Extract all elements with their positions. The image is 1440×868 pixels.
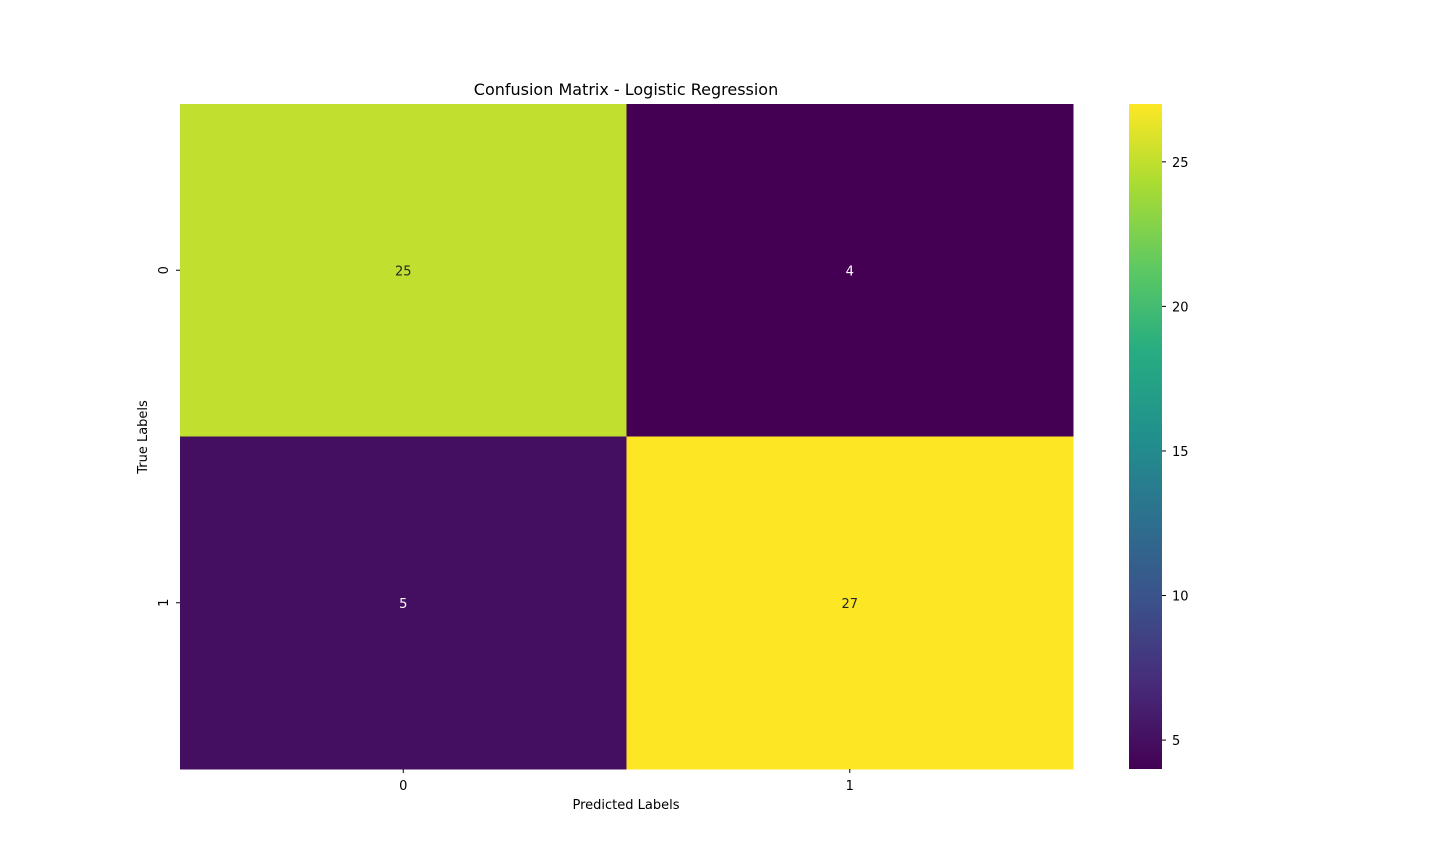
cell-value-label-0-0: 25 bbox=[395, 264, 412, 279]
y-axis-title: True Labels bbox=[136, 400, 151, 475]
y-axis: 01 bbox=[157, 266, 180, 607]
heatmap-cells: 25 4 5 27 bbox=[180, 104, 1074, 770]
cell-value-label-0-1: 4 bbox=[846, 264, 854, 279]
colorbar-tick-label: 10 bbox=[1172, 590, 1189, 605]
y-tick-label: 1 bbox=[157, 599, 172, 607]
cell-value-label-1-0: 5 bbox=[399, 597, 407, 612]
x-axis-title: Predicted Labels bbox=[572, 798, 679, 813]
heatmap-cell-0-0 bbox=[180, 104, 627, 437]
heatmap-cell-0-1 bbox=[626, 104, 1074, 437]
heatmap-cell-1-0 bbox=[180, 436, 627, 770]
colorbar-tick-label: 25 bbox=[1172, 156, 1189, 171]
colorbar: 5 10 15 20 25 bbox=[1129, 104, 1189, 769]
colorbar-tick-label: 5 bbox=[1172, 734, 1180, 749]
x-tick-label: 0 bbox=[399, 779, 407, 794]
colorbar-tick-label: 20 bbox=[1172, 300, 1189, 315]
colorbar-gradient bbox=[1129, 104, 1162, 769]
x-tick-label: 1 bbox=[846, 779, 854, 794]
cell-value-label-1-1: 27 bbox=[841, 597, 858, 612]
chart-title: Confusion Matrix - Logistic Regression bbox=[474, 80, 778, 99]
y-tick-label: 0 bbox=[157, 266, 172, 274]
heatmap-cell-1-1 bbox=[626, 436, 1074, 770]
colorbar-tick-label: 15 bbox=[1172, 445, 1189, 460]
